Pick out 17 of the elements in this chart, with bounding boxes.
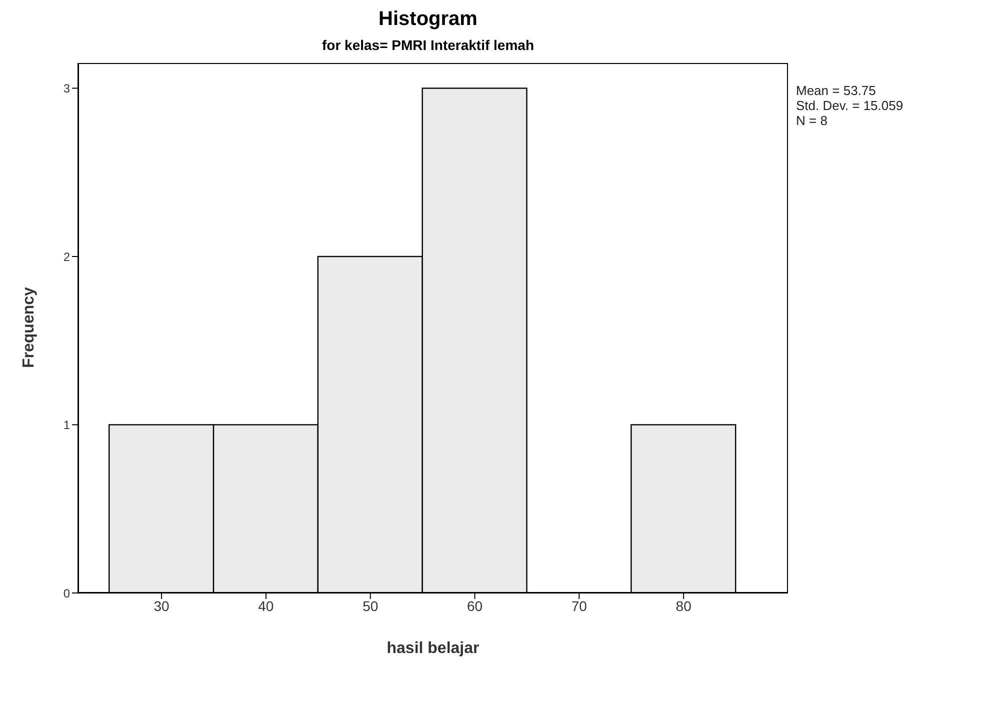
x-tick-label: 50 xyxy=(362,598,378,614)
chart-title: Histogram xyxy=(378,8,478,31)
x-tick-label: 80 xyxy=(676,598,692,614)
y-tick-label: 3 xyxy=(63,82,70,96)
text: N = 8 xyxy=(796,113,828,128)
x-tick-label: 40 xyxy=(258,598,274,614)
y-tick-label: 2 xyxy=(63,250,70,264)
text: Std. Dev. = 15.059 xyxy=(796,98,904,113)
text: Mean = 53.75 xyxy=(796,83,877,98)
x-tick-label: 70 xyxy=(571,598,588,614)
x-tick-label: 60 xyxy=(466,598,483,614)
y-tick-label: 0 xyxy=(63,586,70,600)
chart-subtitle: for kelas= PMRI Interaktif lemah xyxy=(320,37,536,53)
x-axis-title: hasil belajar xyxy=(386,640,480,657)
x-tick-label: 30 xyxy=(154,598,170,614)
y-axis-title: Frequency xyxy=(20,286,38,368)
y-tick-label: 1 xyxy=(63,418,70,432)
